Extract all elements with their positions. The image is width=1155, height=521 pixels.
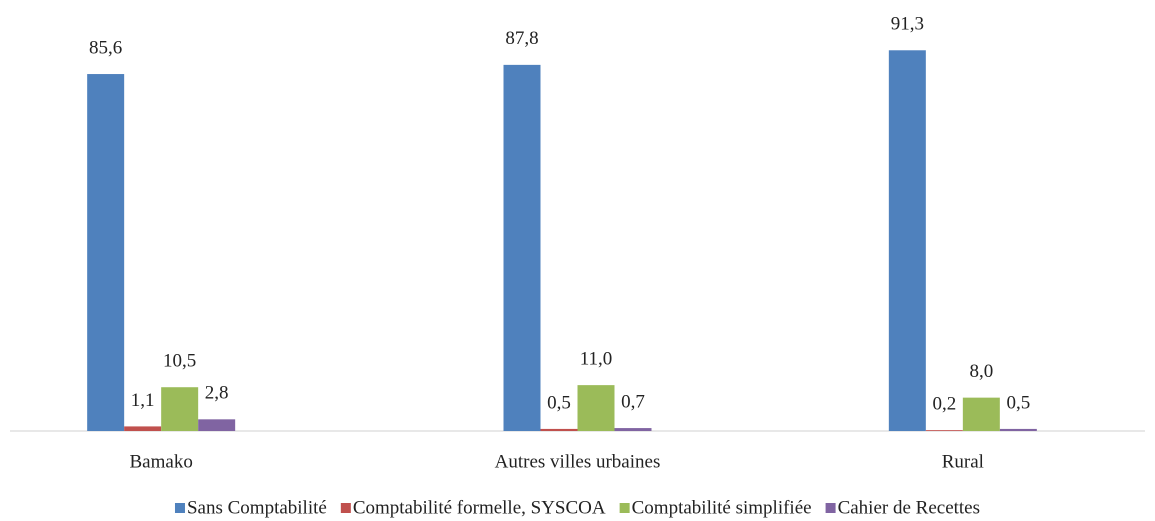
value-label: 10,5: [163, 351, 196, 372]
bar: [888, 50, 926, 432]
value-label: 0,5: [547, 392, 571, 413]
legend-marker: [619, 503, 630, 513]
value-label: 0,7: [621, 391, 645, 412]
legend-label: Cahier de Recettes: [838, 497, 980, 518]
x-tick-label: Bamako: [130, 451, 193, 472]
value-label: 87,8: [505, 28, 538, 49]
legend-marker: [174, 503, 185, 513]
legend-label: Comptabilité formelle, SYSCOA: [353, 497, 606, 518]
bar: [577, 385, 615, 431]
bar: [614, 428, 652, 431]
value-label: 1,1: [131, 390, 155, 411]
x-tick-label: Autres villes urbaines: [495, 451, 661, 472]
bar: [999, 428, 1037, 431]
legend-label: Comptabilité simplifiée: [632, 497, 812, 518]
value-label: 11,0: [580, 348, 613, 369]
value-label: 8,0: [969, 361, 993, 382]
bar: [161, 387, 199, 431]
bar: [198, 419, 236, 431]
value-label: 85,6: [89, 37, 122, 58]
value-label: 0,5: [1006, 392, 1030, 413]
bar: [503, 64, 541, 432]
bar: [540, 428, 578, 431]
legend-marker: [825, 503, 836, 513]
value-label: 91,3: [891, 14, 924, 35]
legend-marker: [340, 503, 351, 513]
bar: [962, 397, 1000, 431]
bar: [87, 74, 125, 431]
value-label: 2,8: [205, 383, 229, 404]
x-tick-label: Rural: [942, 451, 984, 472]
bar: [124, 426, 162, 431]
value-label: 0,2: [932, 394, 956, 415]
bar: [925, 430, 963, 431]
legend-label: Sans Comptabilité: [187, 497, 327, 518]
